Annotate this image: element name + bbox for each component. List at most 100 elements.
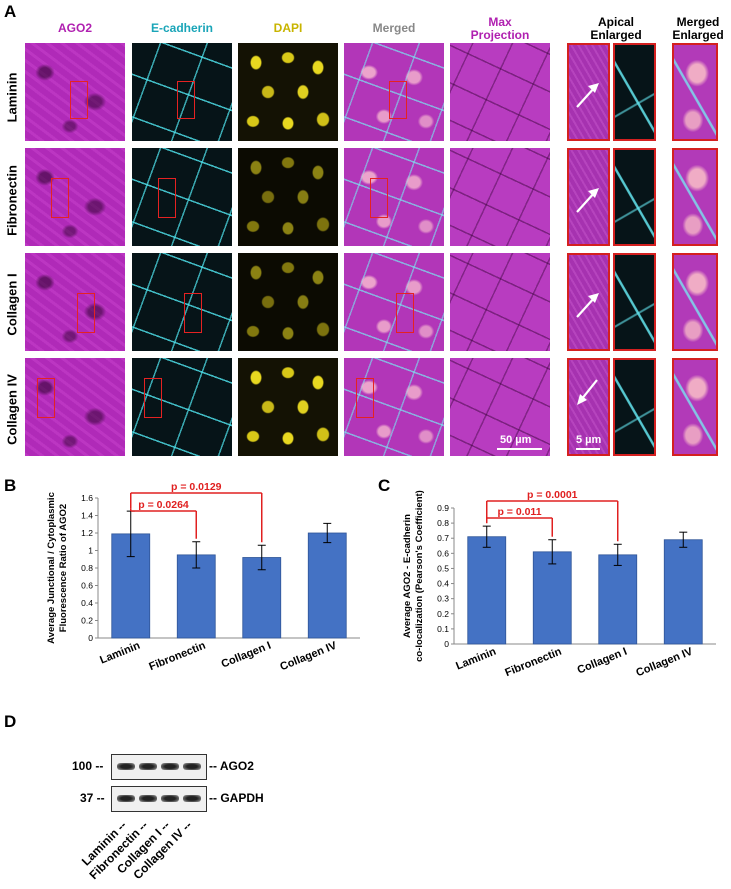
y-tick-label: 0.6 xyxy=(81,581,93,591)
row-label-fibronectin: Fibronectin xyxy=(4,165,20,236)
micrograph-laminin-dapi xyxy=(238,43,338,141)
micrograph-collagen-iv-dapi xyxy=(238,358,338,456)
micrograph-collagen-iv-ago2 xyxy=(25,358,125,456)
y-tick-label: 0.8 xyxy=(81,563,93,573)
merged-enlarged-laminin xyxy=(672,43,718,141)
bar-3 xyxy=(307,532,347,639)
micrograph-fibronectin-merged xyxy=(344,148,444,246)
y-tick-label: 0.2 xyxy=(437,609,449,619)
col-header-apical-line2: Enlarged xyxy=(590,28,642,42)
roi-box xyxy=(356,378,374,418)
y-tick-label: 0 xyxy=(444,639,449,649)
y-tick-label: 0.6 xyxy=(437,548,449,558)
band-ago2-lane4 xyxy=(183,763,201,770)
blot-ago2 xyxy=(111,754,207,780)
col-header-apical-line1: Apical xyxy=(597,15,634,29)
col-header-merged-enl-line1: Merged xyxy=(676,15,720,29)
chart-c: 0 0.1 0.2 0.3 0.4 0.5 0.6 0.7 0.8 0.9 Average AGO2… xyxy=(402,489,716,680)
micrograph-collagen-i-ecadherin xyxy=(132,253,232,351)
arrow-icon xyxy=(576,188,599,213)
apical-enlarged-ecadherin-laminin xyxy=(613,43,656,141)
bar-2 xyxy=(598,554,638,645)
scale-bar-50um-label: 50 µm xyxy=(500,434,532,446)
p-value-label-0: p = 0.011 xyxy=(497,506,541,518)
micrograph-collagen-i-dapi xyxy=(238,253,338,351)
y-axis-label-line1: Average Junctional / Cytoplasmic xyxy=(46,492,57,644)
micrograph-collagen-i-max-projection xyxy=(450,253,550,351)
micrograph-laminin-max-projection xyxy=(450,43,550,141)
panel-letter-d: D xyxy=(4,712,17,731)
apical-enlarged-ago2-fibronectin xyxy=(567,148,610,246)
roi-box xyxy=(184,293,202,333)
y-tick-label: 0.1 xyxy=(437,624,449,634)
bar-0 xyxy=(467,536,507,645)
apical-enlarged-ecadherin-fibronectin xyxy=(613,148,656,246)
col-header-ago2: AGO2 xyxy=(57,21,92,35)
p-value-label-1: p = 0.0001 xyxy=(527,489,578,501)
band-gapdh-lane1 xyxy=(117,795,135,802)
col-header-merged-enl-line2: Enlarged xyxy=(672,28,724,42)
roi-box xyxy=(51,178,69,218)
y-tick-label: 1.4 xyxy=(81,511,93,521)
roi-box xyxy=(389,81,407,119)
panel-letter-a: A xyxy=(4,2,17,21)
y-tick-label: 0.5 xyxy=(437,563,449,573)
panel-letter-c: C xyxy=(378,476,391,495)
y-tick-label: 1.2 xyxy=(81,528,93,538)
x-tick-label-2: Collagen I xyxy=(220,640,273,671)
y-tick-label: 0 xyxy=(88,633,93,643)
apical-enlarged-ago2-laminin xyxy=(567,43,610,141)
bar-1 xyxy=(532,551,572,645)
merged-enlarged-collagen-iv xyxy=(672,358,718,456)
apical-enlarged-ago2-collagen-i xyxy=(567,253,610,351)
merged-enlarged-fibronectin xyxy=(672,148,718,246)
col-header-apical-enlarged: Apical Enlarged xyxy=(566,16,666,42)
blot-label-ago2: -- AGO2 xyxy=(209,759,254,773)
bar-1 xyxy=(176,554,216,639)
blot-mw-ago2: 100 -- xyxy=(72,759,104,773)
band-ago2-lane2 xyxy=(139,763,157,770)
micrograph-laminin-ecadherin xyxy=(132,43,232,141)
arrow-icon xyxy=(576,83,599,108)
band-ago2-lane3 xyxy=(161,763,179,770)
x-tick-label-0: Laminin xyxy=(454,646,498,673)
roi-box xyxy=(70,81,88,119)
p-value-label-0: p = 0.0264 xyxy=(138,499,189,511)
x-tick-label-1: Fibronectin xyxy=(503,646,563,680)
apical-enlarged-ecadherin-collagen-iv xyxy=(613,358,656,456)
col-header-max-projection: Max Projection xyxy=(450,16,550,42)
roi-box xyxy=(144,378,162,418)
arrow-icon xyxy=(576,293,599,318)
band-gapdh-lane2 xyxy=(139,795,157,802)
blot-gapdh xyxy=(111,786,207,812)
y-tick-label: 0.8 xyxy=(437,518,449,528)
roi-box xyxy=(177,81,195,119)
col-header-max-projection-line1: Max xyxy=(488,15,512,29)
micrograph-collagen-iv-merged xyxy=(344,358,444,456)
scale-bar-5um xyxy=(576,448,600,450)
col-header-ecadherin: E-cadherin xyxy=(150,21,213,35)
scale-bar-50um xyxy=(497,448,542,450)
x-tick-label-3: Collagen IV xyxy=(634,645,695,679)
roi-box xyxy=(158,178,176,218)
micrograph-collagen-iv-ecadherin xyxy=(132,358,232,456)
blot-label-gapdh: -- GAPDH xyxy=(209,791,264,805)
micrograph-collagen-i-ago2 xyxy=(25,253,125,351)
micrograph-collagen-i-merged xyxy=(344,253,444,351)
micrograph-fibronectin-dapi xyxy=(238,148,338,246)
y-axis-label-line2: Fluorescence Ratio of AGO2 xyxy=(58,504,69,632)
col-header-max-projection-line2: Projection xyxy=(470,28,530,42)
y-tick-label: 0.2 xyxy=(81,616,93,626)
blot-mw-gapdh: 37 -- xyxy=(80,791,105,805)
y-tick-label: 0.4 xyxy=(81,598,93,608)
y-tick-label: 1.6 xyxy=(81,493,93,503)
micrograph-laminin-merged xyxy=(344,43,444,141)
col-header-dapi: DAPI xyxy=(273,21,303,35)
y-tick-label: 0.4 xyxy=(437,579,449,589)
y-axis-label-line1: Average AGO2 - E-cadherin xyxy=(402,514,413,638)
micrograph-collagen-iv-max-projection xyxy=(450,358,550,456)
col-header-merged-enlarged: Merged Enlarged xyxy=(668,16,728,42)
y-tick-label: 0.7 xyxy=(437,533,449,543)
arrow-icon xyxy=(577,379,598,405)
chart-b: 0 0.2 0.4 0.6 0.8 1 1.2 1.4 1.6 Average Junctiona… xyxy=(46,481,360,673)
